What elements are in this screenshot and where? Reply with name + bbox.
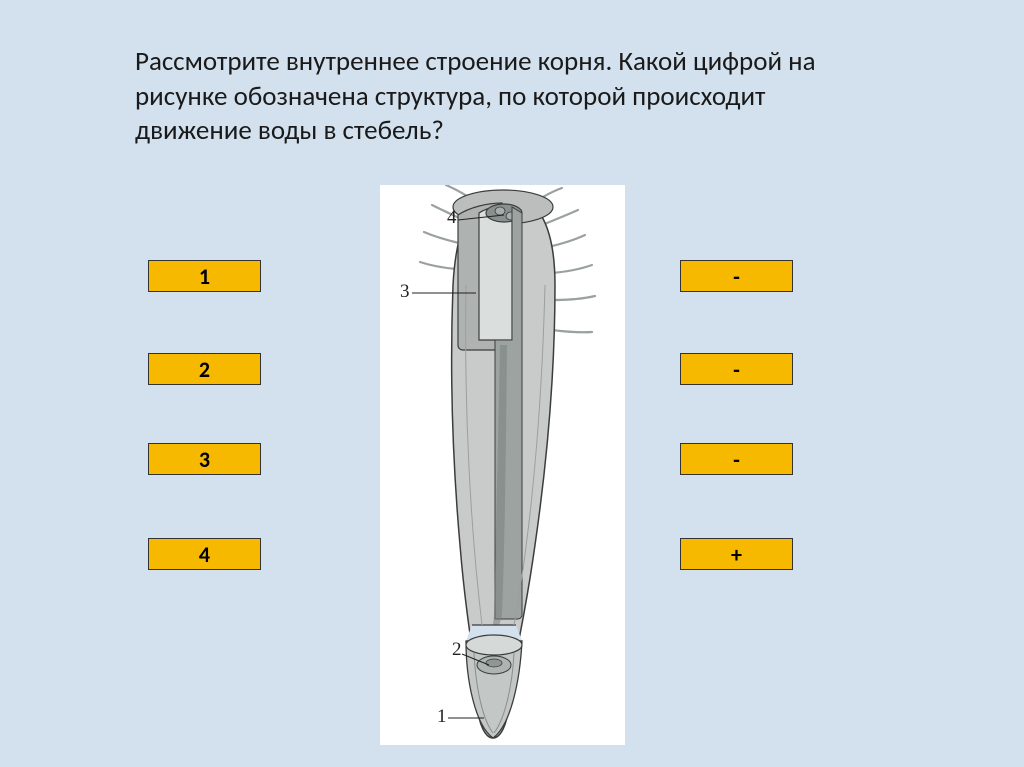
option-2-button[interactable]: 2 [148, 353, 261, 385]
result-4: + [680, 538, 793, 570]
question-text: Рассмотрите внутреннее строение корня. К… [135, 45, 875, 149]
diagram-label-3: 3 [400, 281, 410, 303]
option-3-button[interactable]: 3 [148, 443, 261, 475]
result-1: - [680, 260, 793, 292]
diagram-label-2: 2 [452, 639, 462, 661]
diagram-label-4: 4 [447, 207, 457, 229]
result-3: - [680, 443, 793, 475]
option-4-button[interactable]: 4 [148, 538, 261, 570]
option-1-button[interactable]: 1 [148, 260, 261, 292]
diagram-label-1: 1 [437, 706, 447, 728]
root-svg [380, 185, 625, 745]
result-2: - [680, 353, 793, 385]
root-diagram: 4 3 2 1 [380, 185, 625, 745]
